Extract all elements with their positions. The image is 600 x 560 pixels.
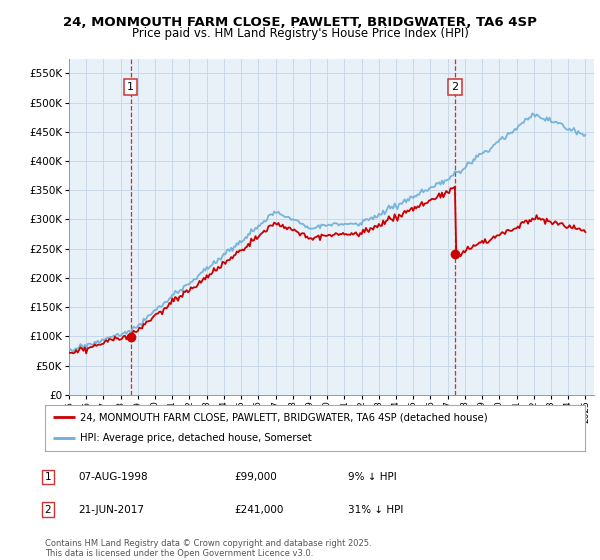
- Text: 31% ↓ HPI: 31% ↓ HPI: [348, 505, 403, 515]
- Text: 2: 2: [44, 505, 52, 515]
- Text: Price paid vs. HM Land Registry's House Price Index (HPI): Price paid vs. HM Land Registry's House …: [131, 27, 469, 40]
- Text: £241,000: £241,000: [234, 505, 283, 515]
- Text: £99,000: £99,000: [234, 472, 277, 482]
- Text: 24, MONMOUTH FARM CLOSE, PAWLETT, BRIDGWATER, TA6 4SP: 24, MONMOUTH FARM CLOSE, PAWLETT, BRIDGW…: [63, 16, 537, 29]
- Text: 1: 1: [127, 82, 134, 92]
- Text: HPI: Average price, detached house, Somerset: HPI: Average price, detached house, Some…: [80, 433, 312, 444]
- Text: 1: 1: [44, 472, 52, 482]
- Text: 24, MONMOUTH FARM CLOSE, PAWLETT, BRIDGWATER, TA6 4SP (detached house): 24, MONMOUTH FARM CLOSE, PAWLETT, BRIDGW…: [80, 412, 488, 422]
- Text: 9% ↓ HPI: 9% ↓ HPI: [348, 472, 397, 482]
- Text: 07-AUG-1998: 07-AUG-1998: [78, 472, 148, 482]
- Text: 2: 2: [451, 82, 458, 92]
- Text: Contains HM Land Registry data © Crown copyright and database right 2025.
This d: Contains HM Land Registry data © Crown c…: [45, 539, 371, 558]
- Text: 21-JUN-2017: 21-JUN-2017: [78, 505, 144, 515]
